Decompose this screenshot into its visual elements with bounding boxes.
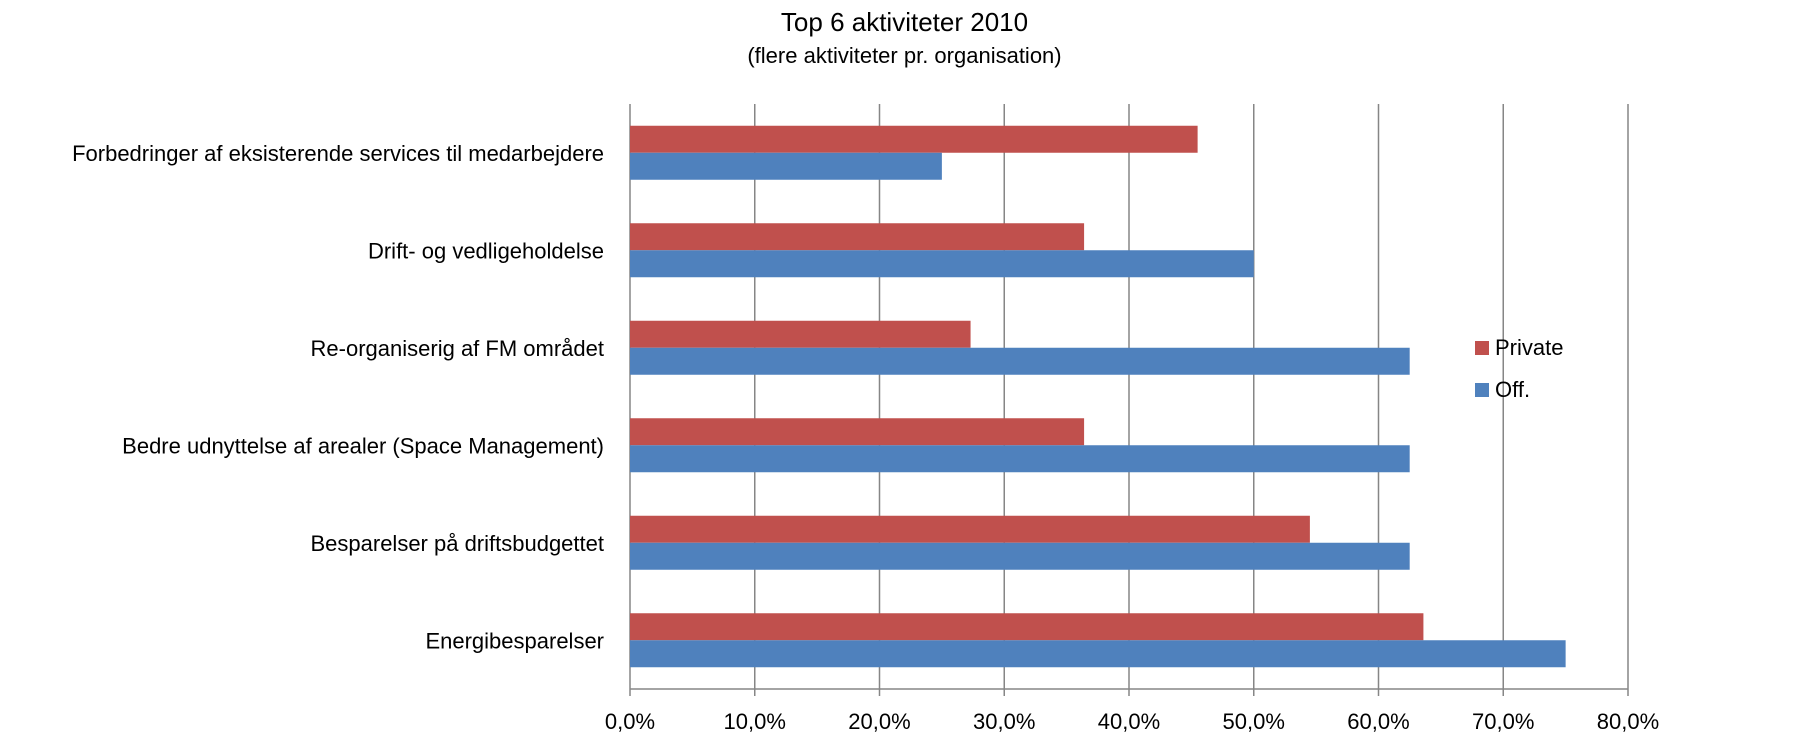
legend-item-off: Off. <box>1475 377 1563 402</box>
x-tick-label-0: 0,0% <box>605 709 655 734</box>
bar-off-1 <box>630 250 1254 278</box>
bar-private-0 <box>630 125 1198 153</box>
legend-swatch-private <box>1475 341 1489 355</box>
bar-private-2 <box>630 320 971 348</box>
chart-title: Top 6 aktiviteter 2010 <box>780 7 1029 37</box>
chart-subtitle: (flere aktiviteter pr. organisation) <box>747 43 1062 68</box>
bar-off-5 <box>630 640 1566 668</box>
x-tick-label-6: 60,0% <box>1347 709 1409 734</box>
bar-private-3 <box>630 418 1085 446</box>
bar-off-0 <box>630 152 942 180</box>
category-label-2: Re-organiserig af FM området <box>311 336 604 361</box>
x-tick-label-1: 10,0% <box>724 709 786 734</box>
category-label-5: Energibesparelser <box>425 628 604 653</box>
x-tick-label-8: 80,0% <box>1597 709 1659 734</box>
bar-private-4 <box>630 515 1310 543</box>
bar-off-3 <box>630 445 1410 473</box>
x-tick-label-4: 40,0% <box>1098 709 1160 734</box>
category-label-3: Bedre udnyttelse af arealer (Space Manag… <box>122 433 604 458</box>
legend-label-private: Private <box>1495 335 1564 360</box>
bar-private-5 <box>630 613 1424 641</box>
bar-off-2 <box>630 347 1410 375</box>
bar-off-4 <box>630 542 1410 570</box>
legend-label-off: Off. <box>1495 377 1531 402</box>
x-tick-label-3: 30,0% <box>973 709 1035 734</box>
legend: Private Off. <box>1475 335 1564 420</box>
category-label-4: Besparelser på driftsbudgettet <box>310 531 604 556</box>
x-tick-label-7: 70,0% <box>1472 709 1534 734</box>
x-tick-label-5: 50,0% <box>1223 709 1285 734</box>
legend-swatch-off <box>1475 383 1489 397</box>
bar-private-1 <box>630 223 1085 251</box>
category-label-0: Forbedringer af eksisterende services ti… <box>72 141 604 166</box>
legend-item-private: Private <box>1475 335 1564 360</box>
x-tick-label-2: 20,0% <box>848 709 910 734</box>
category-label-1: Drift- og vedligeholdelse <box>368 238 604 263</box>
